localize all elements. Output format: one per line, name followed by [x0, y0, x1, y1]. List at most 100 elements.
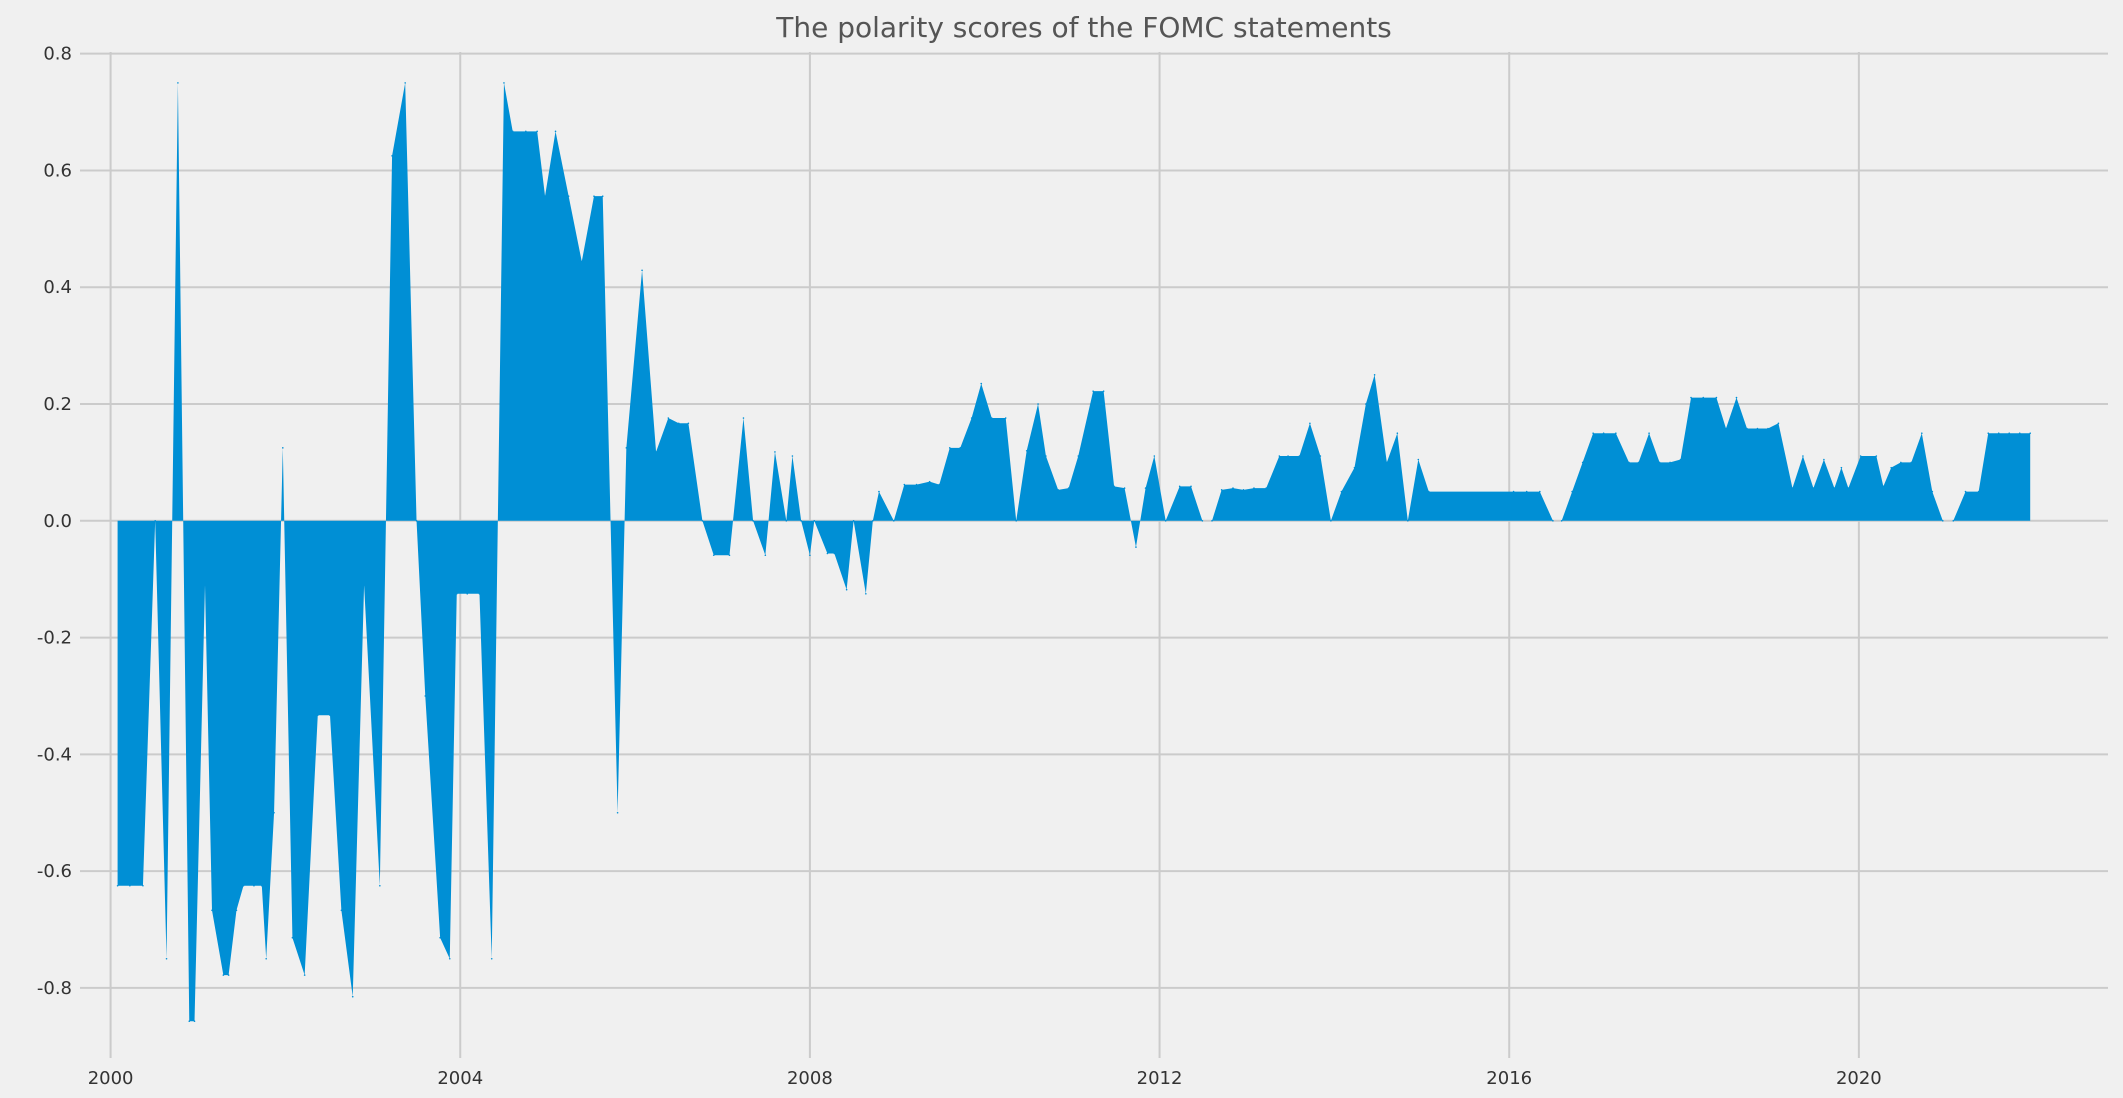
data-point-146: [1767, 427, 1769, 430]
data-point-57: [742, 417, 745, 419]
polarity-area-fill: [117, 82, 2031, 1022]
data-point-162: [1931, 490, 1934, 493]
data-point-77: [938, 483, 941, 486]
data-point-104: [1232, 487, 1234, 489]
area-series: [116, 82, 2031, 1023]
data-point-149: [1802, 455, 1804, 457]
data-point-102: [1211, 520, 1213, 522]
data-point-81: [980, 382, 983, 385]
data-point-111: [1309, 422, 1311, 425]
data-point-8: [204, 584, 206, 586]
data-point-92: [1102, 390, 1105, 392]
x-tick-label-5: 2020: [1836, 1068, 1882, 1089]
data-point-80: [970, 417, 973, 419]
data-point-159: [1900, 461, 1902, 464]
data-point-158: [1890, 466, 1893, 469]
data-point-40: [536, 130, 538, 133]
data-point-0: [116, 884, 119, 887]
data-point-115: [1353, 466, 1356, 469]
data-point-27: [391, 155, 393, 157]
y-tick-label-1: -0.6: [37, 861, 72, 882]
y-tick-label-0: -0.8: [37, 978, 72, 999]
data-point-69: [852, 520, 855, 522]
data-point-46: [601, 195, 604, 197]
data-point-15: [261, 884, 263, 887]
data-point-106: [1253, 487, 1255, 489]
data-point-113: [1330, 520, 1332, 522]
y-tick-label-7: 0.6: [43, 160, 72, 181]
data-point-70: [865, 592, 867, 595]
data-point-124: [1525, 490, 1528, 493]
data-point-142: [1725, 427, 1727, 430]
y-tick-label-2: -0.4: [37, 744, 72, 765]
data-point-4: [165, 957, 168, 960]
data-point-121: [1417, 458, 1420, 461]
data-point-96: [1144, 487, 1147, 489]
data-point-53: [687, 422, 690, 425]
chart-title: The polarity scores of the FOMC statemen…: [775, 11, 1392, 44]
data-point-38: [511, 130, 514, 133]
data-point-9: [211, 909, 213, 912]
data-point-86: [1037, 403, 1039, 405]
y-tick-label-4: 0.0: [43, 511, 72, 532]
data-point-161: [1921, 432, 1923, 435]
data-point-156: [1875, 455, 1878, 457]
data-point-12: [235, 909, 238, 912]
data-point-103: [1220, 489, 1223, 491]
data-point-47: [616, 811, 619, 814]
data-point-3: [154, 520, 156, 522]
data-point-68: [845, 588, 848, 591]
data-point-73: [893, 520, 895, 522]
data-point-52: [677, 422, 680, 425]
data-point-71: [872, 520, 874, 522]
data-point-34: [466, 592, 469, 595]
data-point-75: [915, 483, 918, 486]
data-point-18: [282, 447, 284, 449]
data-point-39: [525, 130, 527, 133]
data-point-35: [478, 592, 481, 595]
data-point-67: [833, 552, 836, 555]
data-point-37: [503, 82, 505, 84]
data-point-130: [1592, 432, 1594, 435]
data-point-91: [1092, 390, 1094, 392]
data-point-72: [878, 490, 880, 493]
data-point-29: [415, 520, 418, 522]
data-point-64: [809, 554, 811, 557]
data-point-105: [1242, 489, 1245, 491]
data-point-132: [1615, 432, 1617, 435]
data-point-74: [903, 483, 906, 486]
data-point-153: [1840, 466, 1843, 469]
data-point-43: [567, 195, 570, 197]
data-point-89: [1067, 487, 1070, 489]
data-point-1: [129, 884, 131, 887]
data-point-140: [1702, 396, 1705, 399]
data-point-148: [1791, 487, 1794, 489]
data-point-154: [1847, 487, 1850, 489]
data-point-119: [1396, 432, 1399, 435]
data-point-60: [774, 451, 776, 453]
data-point-150: [1812, 487, 1815, 489]
data-point-110: [1298, 455, 1301, 457]
data-point-166: [1977, 490, 1980, 493]
data-point-21: [316, 714, 319, 717]
data-point-167: [1987, 432, 1990, 435]
data-point-84: [1015, 520, 1017, 522]
data-point-135: [1648, 432, 1650, 435]
data-point-11: [227, 974, 230, 976]
data-point-122: [1427, 490, 1430, 493]
data-point-126: [1552, 520, 1554, 522]
data-point-123: [1512, 490, 1515, 493]
x-tick-label-1: 2004: [437, 1068, 483, 1089]
data-point-24: [351, 995, 354, 998]
data-point-94: [1123, 487, 1126, 489]
data-point-139: [1690, 396, 1692, 399]
data-point-152: [1833, 487, 1836, 489]
data-point-61: [785, 520, 788, 522]
data-point-116: [1365, 403, 1367, 405]
data-point-97: [1153, 455, 1156, 457]
data-point-66: [826, 552, 829, 555]
data-point-98: [1164, 520, 1167, 522]
tick-labels: -0.8 -0.6 -0.4 -0.2 0.0 0.2 0.4 0.6 0.8 2000 2004 2…: [37, 44, 1882, 1089]
data-point-5: [177, 82, 179, 84]
data-point-7: [193, 1020, 196, 1023]
